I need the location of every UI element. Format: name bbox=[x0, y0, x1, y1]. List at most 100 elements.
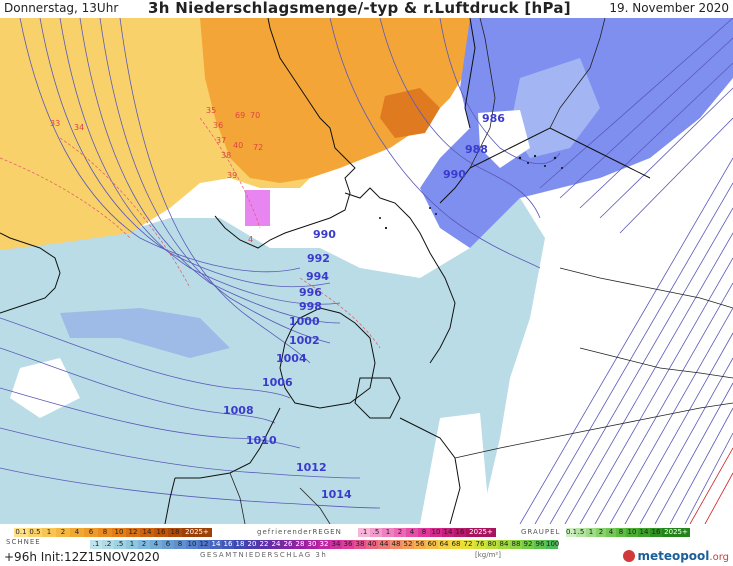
graupel-scale-cell: 16 bbox=[650, 528, 662, 537]
snow-scale-cell: 4 bbox=[150, 540, 162, 549]
graupel-scale-cell: 4 bbox=[606, 528, 616, 537]
isobar-label: 1004 bbox=[276, 352, 307, 365]
isobars bbox=[0, 18, 561, 509]
isobar-label: 990 bbox=[443, 168, 466, 181]
snow-label: SCHNEE bbox=[6, 538, 41, 546]
minor-label: 33 bbox=[50, 119, 60, 128]
isobar-label: 992 bbox=[307, 252, 330, 265]
freezing-rain-scale: .1 .5 1 2 4 8 10 14 16 2025+ bbox=[358, 528, 496, 537]
snow-scale-cell: 16 bbox=[222, 540, 234, 549]
isobar-label: 1014 bbox=[321, 488, 352, 501]
total-precip-unit: [kg/m²] bbox=[475, 551, 501, 559]
isobar-label: 990 bbox=[313, 228, 336, 241]
snow-scale-cell: 10 bbox=[186, 540, 198, 549]
precip-graupel-patch bbox=[245, 190, 270, 226]
isobar-label: 988 bbox=[465, 143, 488, 156]
red-isobars-south-east bbox=[689, 447, 733, 524]
meteopool-logo[interactable]: meteopool.org bbox=[623, 549, 729, 563]
isobar-label: 1002 bbox=[289, 334, 320, 347]
snow-scale-cell: 20 bbox=[246, 540, 258, 549]
freezing-rain-label: gefrierenderREGEN bbox=[257, 528, 342, 536]
precip-white-patch-west bbox=[10, 358, 80, 418]
snow-scale-cell: 40 bbox=[366, 540, 378, 549]
isobar-label: 998 bbox=[299, 300, 322, 313]
snow-scale-cell: 26 bbox=[282, 540, 294, 549]
forecast-day-time: Donnerstag, 13Uhr bbox=[4, 1, 119, 15]
snow-scale-cell: 88 bbox=[510, 540, 522, 549]
total-precip-title: GESAMTNIEDERSCHLAG 3h bbox=[200, 551, 328, 559]
map-title: 3h Niederschlagsmenge/-typ & r.Luftdruck… bbox=[148, 0, 571, 17]
isobar-labels: 986 988 990 990 992 994 996 998 1000 100… bbox=[223, 112, 505, 501]
rain-scale: 0.1 0.5 1 2 4 6 8 10 12 14 16 18 2025+ bbox=[14, 528, 212, 537]
isobar-label: 986 bbox=[482, 112, 505, 125]
snow-scale-cell: 6 bbox=[162, 540, 174, 549]
snow-scale-cell: 22 bbox=[258, 540, 270, 549]
snow-scale: .1 .2 .5 1 2 4 6 8 10 12 14 16 18 20 22 … bbox=[90, 540, 560, 549]
snow-scale-cell: .2 bbox=[102, 540, 114, 549]
rain-scale-cell: 12 bbox=[126, 528, 140, 537]
rain-scale-cell: 18 bbox=[168, 528, 182, 537]
snow-scale-cell: 56 bbox=[414, 540, 426, 549]
minor-label: 36 bbox=[213, 121, 223, 130]
graupel-scale-cell: 0.1 bbox=[566, 528, 578, 537]
logo-suffix: .org bbox=[709, 552, 729, 563]
precip-white-gap-south bbox=[420, 413, 490, 524]
snow-scale-cell: .5 bbox=[114, 540, 126, 549]
isobar-label: 1008 bbox=[223, 404, 254, 417]
minor-label: 4 bbox=[248, 235, 253, 244]
minor-label: 37 bbox=[216, 136, 226, 145]
freezing-scale-cell: 1 bbox=[382, 528, 394, 537]
snow-scale-cell: 68 bbox=[450, 540, 462, 549]
freezing-scale-cell: 4 bbox=[406, 528, 418, 537]
minor-label: 69 bbox=[235, 111, 245, 120]
forecast-date: 19. November 2020 bbox=[609, 1, 729, 15]
snow-scale-cell: 1 bbox=[126, 540, 138, 549]
freezing-scale-cell: .1 bbox=[358, 528, 370, 537]
rain-scale-cell: 14 bbox=[140, 528, 154, 537]
logo-icon bbox=[623, 550, 636, 562]
graupel-scale-cell: 14 bbox=[638, 528, 650, 537]
graupel-scale: 0.1 .5 1 2 4 8 10 14 16 2025+ bbox=[566, 528, 690, 537]
rain-scale-cell: 2 bbox=[56, 528, 70, 537]
snow-scale-cell: 100 bbox=[546, 540, 560, 549]
rain-scale-cell: 10 bbox=[112, 528, 126, 537]
isobar-label: 1010 bbox=[246, 434, 277, 447]
snow-scale-cell: 28 bbox=[294, 540, 306, 549]
precip-light-blue-area bbox=[0, 198, 545, 524]
snow-scale-cell: 96 bbox=[534, 540, 546, 549]
snow-scale-cell: .1 bbox=[90, 540, 102, 549]
snow-scale-cell: 38 bbox=[354, 540, 366, 549]
freezing-scale-cell: 8 bbox=[418, 528, 430, 537]
minor-label: 34 bbox=[74, 123, 84, 132]
snow-scale-cell: 72 bbox=[462, 540, 474, 549]
snow-scale-cell: 12 bbox=[198, 540, 210, 549]
freezing-scale-cell: 14 bbox=[442, 528, 454, 537]
dashed-temperature-lines bbox=[0, 117, 381, 349]
dewpoint-labels: 33 34 35 36 37 38 39 40 69 70 72 4 bbox=[50, 106, 263, 244]
snow-scale-cell: 14 bbox=[210, 540, 222, 549]
rain-scale-cell: 2025+ bbox=[182, 528, 212, 537]
graupel-label: GRAUPEL bbox=[521, 528, 561, 536]
rain-scale-cell: 0.1 bbox=[14, 528, 28, 537]
logo-text: meteopool bbox=[637, 549, 710, 563]
graupel-scale-cell: 1 bbox=[586, 528, 596, 537]
isobar-label: 1000 bbox=[289, 315, 320, 328]
snow-scale-cell: 36 bbox=[342, 540, 354, 549]
snow-scale-cell: 18 bbox=[234, 540, 246, 549]
snow-scale-cell: 80 bbox=[486, 540, 498, 549]
minor-label: 38 bbox=[221, 151, 231, 160]
isobar-label: 1006 bbox=[262, 376, 293, 389]
minor-label: 39 bbox=[227, 171, 237, 180]
rain-scale-cell: 0.5 bbox=[28, 528, 42, 537]
weather-map: 986 988 990 990 992 994 996 998 1000 100… bbox=[0, 18, 733, 524]
isobar-label: 994 bbox=[306, 270, 329, 283]
snow-scale-cell: 64 bbox=[438, 540, 450, 549]
snow-scale-cell: 76 bbox=[474, 540, 486, 549]
graupel-scale-cell: 8 bbox=[616, 528, 626, 537]
snow-scale-cell: 52 bbox=[402, 540, 414, 549]
freezing-scale-cell: 10 bbox=[430, 528, 442, 537]
minor-label: 40 bbox=[233, 141, 243, 150]
rain-scale-cell: 8 bbox=[98, 528, 112, 537]
precip-dark-orange-patch bbox=[380, 88, 440, 138]
snow-scale-cell: 30 bbox=[306, 540, 318, 549]
